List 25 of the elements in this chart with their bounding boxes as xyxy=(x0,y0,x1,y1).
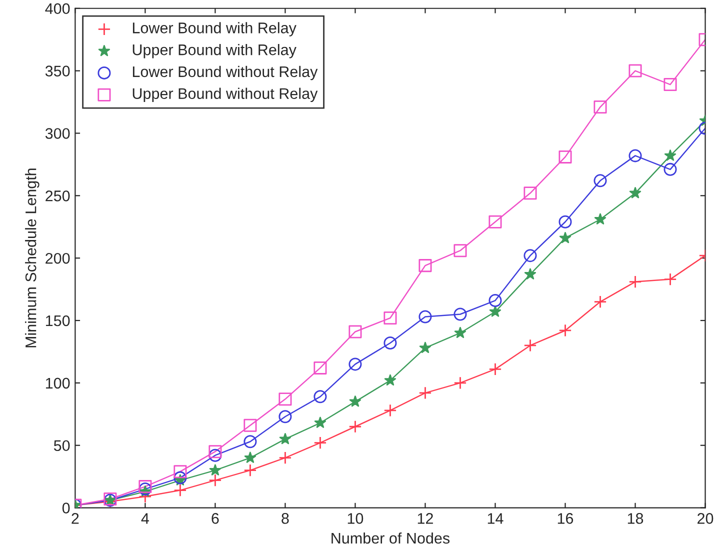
legend-label: Upper Bound with Relay xyxy=(132,44,296,58)
x-tick-label: 10 xyxy=(348,513,364,524)
y-tick-label: 0 xyxy=(62,502,70,514)
y-tick-label: 100 xyxy=(46,378,70,389)
y-tick-label: 350 xyxy=(45,66,70,76)
y-tick-label: 50 xyxy=(54,440,70,452)
y-tick-label: 200 xyxy=(46,252,70,264)
x-tick-label: 20 xyxy=(698,513,714,524)
legend-label: Lower Bound with Relay xyxy=(132,22,296,36)
x-tick-label: 6 xyxy=(212,513,219,524)
x-tick-label: 4 xyxy=(141,513,149,524)
y-tick-label: 300 xyxy=(45,128,70,139)
x-tick-label: 2 xyxy=(72,513,79,524)
x-tick-label: 12 xyxy=(418,513,433,524)
legend-label: Upper Bound without Relay xyxy=(132,88,318,102)
y-axis-title: Minimum Schedule Length xyxy=(25,168,40,348)
x-tick-label: 14 xyxy=(488,513,504,524)
x-tick-label: 8 xyxy=(282,513,289,524)
y-tick-label: 150 xyxy=(46,315,70,326)
legend-label: Lower Bound without Relay xyxy=(132,66,318,80)
x-axis-title: Number of Nodes xyxy=(332,532,450,544)
x-tick-label: 16 xyxy=(558,513,574,524)
y-tick-label: 400 xyxy=(45,3,70,14)
x-tick-label: 18 xyxy=(628,513,644,524)
y-tick-label: 250 xyxy=(46,190,70,202)
